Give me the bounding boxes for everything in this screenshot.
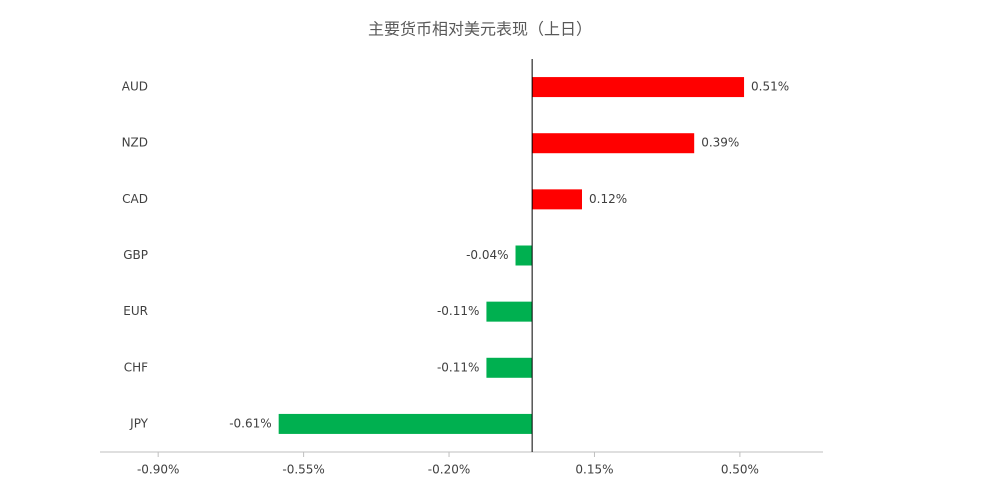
value-label: 0.39% xyxy=(701,136,739,150)
chart-title: 主要货币相对美元表现（上日） xyxy=(368,20,592,39)
value-label: -0.11% xyxy=(437,360,479,374)
bar xyxy=(532,133,695,154)
value-label: 0.51% xyxy=(751,80,789,94)
bar xyxy=(532,77,745,98)
y-tick-label: GBP xyxy=(123,248,148,262)
value-label: -0.61% xyxy=(229,416,271,430)
value-label: 0.12% xyxy=(589,192,627,206)
bar xyxy=(278,413,533,434)
x-tick-label: -0.20% xyxy=(428,463,470,477)
value-label: -0.11% xyxy=(437,304,479,318)
x-tick-label: -0.90% xyxy=(137,463,179,477)
bar xyxy=(515,245,533,266)
bar xyxy=(486,357,533,378)
value-label: -0.04% xyxy=(466,248,508,262)
x-tick-label: 0.50% xyxy=(721,463,759,477)
bar xyxy=(532,189,582,210)
x-tick-label: -0.55% xyxy=(282,463,324,477)
y-tick-label: NZD xyxy=(122,136,148,150)
bar xyxy=(486,301,533,322)
x-tick-label: 0.15% xyxy=(575,463,613,477)
y-tick-label: CHF xyxy=(124,360,148,374)
y-tick-label: CAD xyxy=(122,192,148,206)
y-tick-label: EUR xyxy=(123,304,148,318)
y-tick-label: AUD xyxy=(122,80,148,94)
y-tick-label: JPY xyxy=(129,416,149,430)
